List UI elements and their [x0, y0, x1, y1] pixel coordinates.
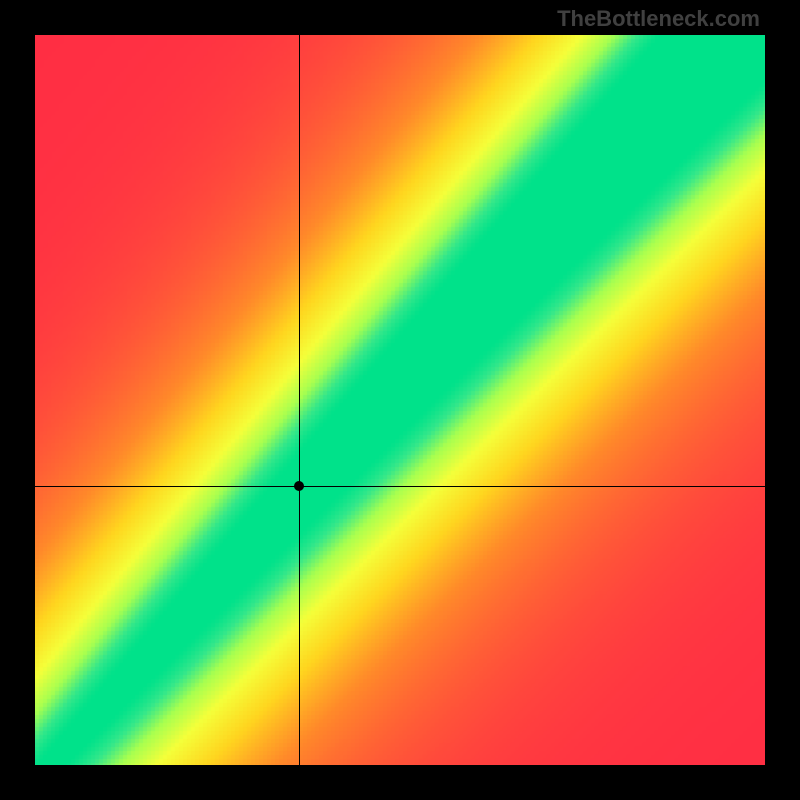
heatmap-canvas	[35, 35, 765, 765]
crosshair-horizontal	[35, 486, 765, 487]
attribution-text: TheBottleneck.com	[557, 6, 760, 32]
bottleneck-chart	[35, 35, 765, 765]
marker-point	[294, 481, 304, 491]
crosshair-vertical	[299, 35, 300, 765]
